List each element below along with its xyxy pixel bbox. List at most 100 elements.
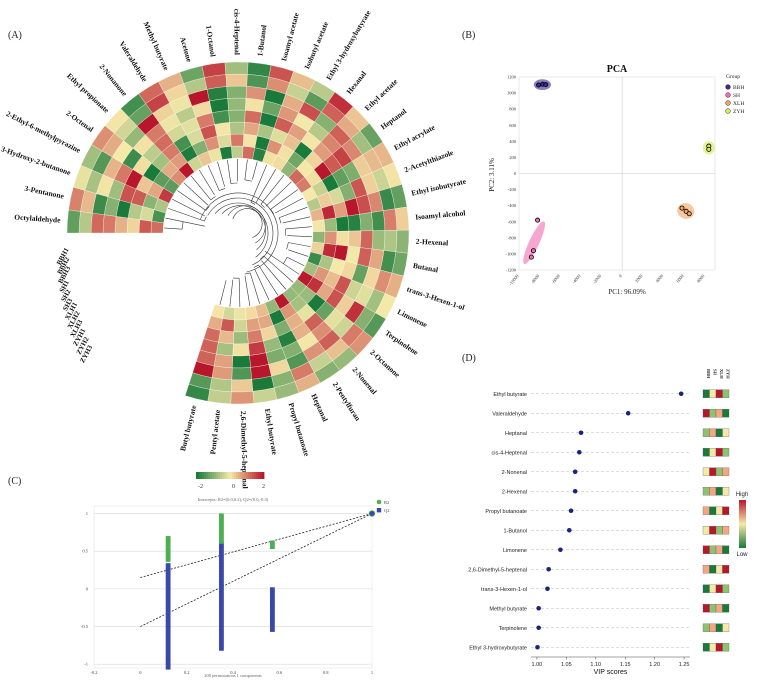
panel-label-a: (A) — [8, 30, 22, 41]
perm-xtick: 0.4 — [230, 670, 236, 675]
pca-point — [530, 248, 536, 254]
colorbar-segment — [212, 472, 215, 479]
colorbar-segment — [260, 472, 263, 479]
perm-r2-regression — [140, 513, 373, 578]
pca-xtick: 4000 — [655, 273, 665, 284]
pca-ytick: -200 — [508, 187, 517, 192]
vip-heat-cell — [715, 643, 723, 652]
vip-heat-cell — [709, 545, 717, 554]
perm-q2-point — [219, 592, 224, 596]
perm-xtick: -0.2 — [90, 670, 97, 675]
heatmap-cell — [78, 211, 93, 234]
heatmap-cell — [234, 307, 247, 321]
dendrogram-branch — [260, 174, 285, 205]
vip-category-label: 1-Butanol — [503, 528, 527, 534]
heatmap-cell — [359, 212, 374, 232]
variable-label: Ethyl acrylate — [392, 123, 437, 153]
colorbar-segment — [252, 472, 255, 479]
dendrogram-link — [278, 217, 282, 224]
perm-q2-point — [219, 629, 224, 633]
pca-legend-title: Group — [726, 74, 740, 80]
dendrogram-link — [219, 188, 226, 191]
perm-r2-point — [219, 532, 224, 536]
colorbar-segment — [202, 472, 205, 479]
dendrogram-link — [181, 221, 184, 230]
heatmap-cell — [138, 219, 152, 234]
heatmap-cell — [395, 229, 410, 254]
pca-ytick: -1000 — [506, 251, 517, 256]
perm-xtick: 0.6 — [277, 670, 283, 675]
vip-heat-cell — [715, 565, 723, 574]
vip-heat-cell — [715, 584, 723, 593]
variable-label: 2-Nonanone — [98, 62, 130, 98]
heatmap-cell — [211, 365, 233, 381]
vip-high-low-bar — [739, 500, 746, 548]
vip-point — [545, 586, 550, 592]
panel-label-b: (B) — [462, 30, 476, 41]
perm-ytick: 0.5 — [82, 549, 88, 554]
perm-q2-point — [219, 602, 224, 606]
vip-heat-cell — [702, 584, 710, 593]
dendrogram-branch — [288, 242, 311, 248]
perm-q2-point — [269, 618, 275, 622]
panel-label-c: (C) — [8, 476, 22, 487]
heatmap-cell — [216, 134, 232, 149]
perm-q2-point — [269, 620, 275, 625]
perm-q2-point — [269, 610, 275, 614]
heatmap-cell — [359, 230, 374, 250]
perm-r2-point — [165, 556, 171, 560]
dendrogram-branch — [229, 279, 234, 307]
perm-legend-swatch-q2 — [376, 508, 382, 513]
variable-label: Ethyl butyrate — [263, 408, 280, 456]
perm-q2-point — [165, 653, 171, 657]
perm-q2-point — [219, 608, 224, 612]
heatmap-cell — [150, 221, 164, 234]
perm-q2-point — [165, 568, 171, 572]
perm-q2-point — [165, 650, 171, 654]
heatmap-cell — [383, 230, 398, 253]
vip-point — [535, 644, 540, 650]
vip-heat-cell — [702, 506, 710, 515]
pca-point — [686, 211, 692, 217]
variable-label: Isoamyl acetate — [279, 11, 301, 62]
colorbar-segment — [210, 472, 213, 479]
perm-q2-point — [219, 613, 224, 617]
colorbar-segment — [236, 472, 239, 479]
variable-label: Hexanal — [345, 69, 369, 95]
heatmap-cell — [224, 61, 249, 75]
perm-q2-point — [219, 565, 224, 570]
heatmap-cell — [232, 355, 251, 369]
vip-point — [678, 391, 684, 397]
pca-xtick: 8000 — [696, 273, 706, 284]
heatmap-cell — [229, 121, 245, 135]
perm-ytick: 0 — [86, 586, 89, 591]
vip-heat-cell — [709, 448, 717, 457]
vip-category-label: Limonene — [503, 548, 527, 554]
dendrogram-link — [253, 264, 259, 268]
perm-q2-point — [165, 610, 171, 615]
vip-heat-column-label: XLH — [719, 369, 724, 379]
perm-r2-point — [219, 529, 224, 533]
perm-q2-point — [165, 563, 171, 567]
dendrogram-link — [250, 202, 256, 205]
perm-q2-point — [165, 631, 171, 636]
perm-q2-point — [219, 597, 224, 601]
dendrogram-branch — [219, 280, 227, 305]
dendrogram-branch — [172, 198, 205, 217]
dendrogram-branch — [252, 161, 258, 180]
perm-q2-point — [219, 618, 224, 622]
vip-heat-cell — [709, 506, 717, 515]
perm-q2-point — [219, 621, 224, 625]
perm-q2-point — [219, 549, 224, 554]
variable-label: Methyl butyrate — [142, 20, 172, 72]
perm-q2-point — [165, 573, 171, 577]
perm-r2-point — [165, 536, 171, 540]
pca-point — [535, 217, 541, 223]
variable-label: Propyl butanoate — [287, 402, 312, 458]
heatmap-cell — [231, 367, 252, 381]
vip-heat-cell — [722, 467, 730, 476]
vip-category-label: Heptanal — [505, 431, 527, 437]
colorbar-segment — [238, 472, 241, 479]
vip-heat-cell — [715, 623, 723, 632]
perm-q2-point — [165, 655, 171, 660]
